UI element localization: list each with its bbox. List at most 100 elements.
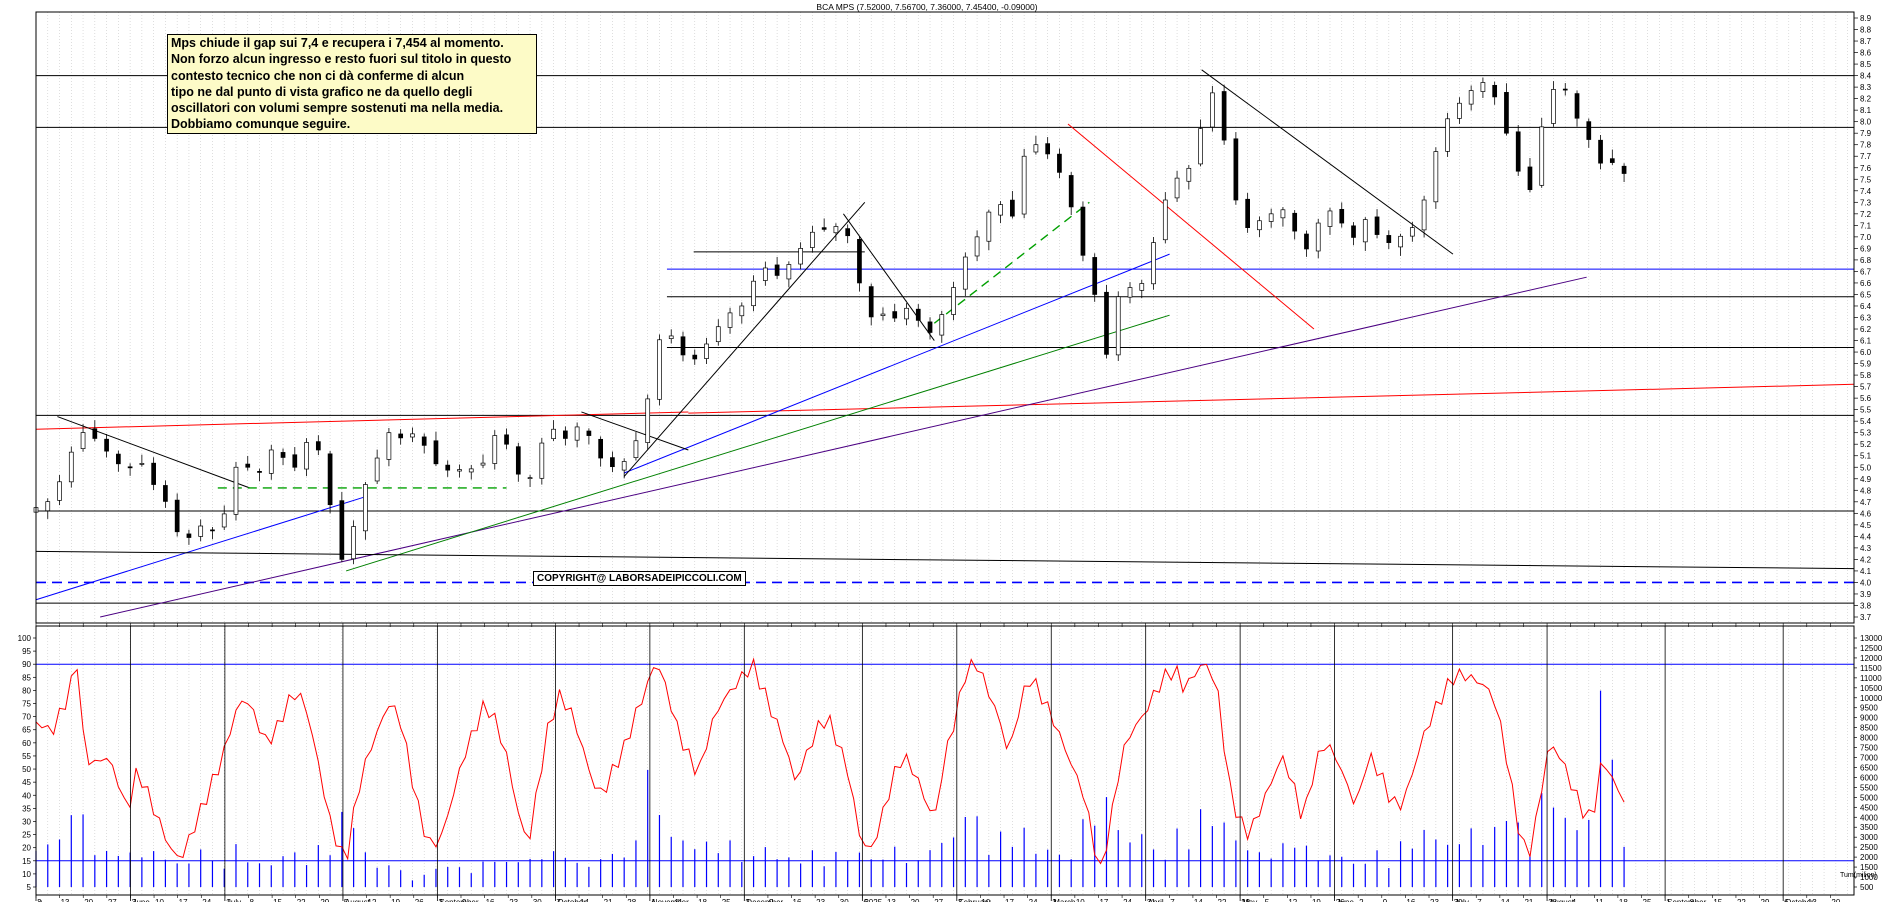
osc-tick-label: 40 (22, 791, 31, 800)
candle-body (527, 477, 533, 479)
candle-body (610, 457, 615, 468)
x-day-label: 15 (273, 898, 282, 902)
price-tick-label: 4.3 (1860, 544, 1872, 553)
price-tick-label: 3.7 (1860, 613, 1872, 622)
x-day-label: 17 (179, 898, 188, 902)
price-tick-label: 4.6 (1860, 509, 1872, 518)
x-day-label: 14 (580, 898, 589, 902)
x-day-label: 8 (249, 898, 254, 902)
x-day-label: 2 (1359, 898, 1364, 902)
x-day-label: 10 (1076, 898, 1085, 902)
candle-body (1327, 210, 1333, 227)
candle-body (962, 256, 968, 290)
candle-body (810, 231, 815, 248)
candle-body (845, 228, 851, 237)
candle-body (327, 453, 333, 506)
x-day-label: 11 (1595, 898, 1604, 902)
vol-tick-label: 3500 (1860, 823, 1878, 832)
candle-body (915, 308, 921, 321)
oscillator-grid (35, 626, 1854, 895)
candle-body (468, 468, 474, 473)
candle-body (1421, 199, 1427, 231)
vol-tick-label: 1000 (1860, 873, 1878, 882)
candle-body (974, 236, 980, 257)
x-month-label: October (1785, 898, 1814, 902)
price-tick-label: 6.2 (1860, 325, 1872, 334)
candle-body (151, 462, 156, 485)
candle-body (1057, 153, 1062, 173)
x-day-label: 3 (958, 898, 963, 902)
vol-tick-label: 13000 (1860, 634, 1883, 643)
price-tick-label: 4.4 (1860, 532, 1872, 541)
candle-body (1386, 235, 1392, 243)
candle-body (621, 461, 627, 471)
candle-body (1127, 287, 1133, 298)
candle-body (1068, 175, 1074, 208)
price-panel-frame (35, 11, 1855, 624)
candle-body (715, 326, 721, 343)
candle-body (386, 432, 392, 460)
candle-body (174, 499, 180, 533)
vol-tick-label: 12500 (1860, 644, 1883, 653)
candle-body (880, 313, 886, 317)
x-day-label: 19 (1312, 898, 1321, 902)
candle-body (68, 451, 74, 483)
price-tick-label: 6.5 (1860, 290, 1872, 299)
trend-line (100, 276, 1587, 618)
candle-body (668, 335, 674, 339)
osc-tick-label: 85 (22, 673, 31, 682)
x-day-label: 4 (651, 898, 656, 902)
price-tick-label: 8.1 (1860, 106, 1872, 115)
candle-body (1445, 118, 1450, 152)
oscillator-line (35, 657, 1625, 865)
candle-body (657, 339, 662, 400)
volume-axis-label: Tum(milion) (1840, 872, 1877, 879)
x-day-label: 9 (1383, 898, 1388, 902)
vol-tick-label: 10500 (1860, 684, 1883, 693)
candle-body (57, 481, 62, 501)
x-day-label: 20 (84, 898, 93, 902)
candle-body (598, 438, 603, 459)
candle-body (292, 454, 298, 468)
price-tick-label: 8.6 (1860, 49, 1872, 58)
candle-body (1104, 291, 1109, 355)
x-day-label: 9 (769, 898, 774, 902)
osc-tick-label: 25 (22, 831, 31, 840)
price-tick-label: 3.8 (1860, 601, 1872, 610)
candle-body (139, 463, 145, 465)
candle-body (1257, 220, 1262, 231)
price-tick-label: 7.5 (1860, 175, 1872, 184)
price-tick-label: 5.8 (1860, 371, 1872, 380)
x-day-label: 3 (1052, 898, 1057, 902)
candle-body (1280, 209, 1286, 219)
x-day-label: 28 (1548, 898, 1557, 902)
x-day-label: 29 (320, 898, 329, 902)
x-month-label: November (652, 898, 689, 902)
price-tick-label: 8.0 (1860, 118, 1872, 127)
trend-line (35, 495, 368, 601)
x-day-label: 27 (108, 898, 117, 902)
candle-body (857, 239, 862, 284)
candle-body (774, 264, 780, 276)
x-day-label: 20 (1831, 898, 1840, 902)
candle-body (704, 343, 709, 359)
vol-tick-label: 4500 (1860, 803, 1878, 812)
vol-tick-label: 7000 (1860, 754, 1878, 763)
price-tick-label: 7.2 (1860, 210, 1872, 219)
candle-body (515, 446, 521, 475)
vol-tick-label: 9000 (1860, 714, 1878, 723)
trend-line (623, 201, 866, 477)
candle-body (398, 433, 404, 439)
x-day-label: 11 (674, 898, 683, 902)
x-day-label: 9 (462, 898, 467, 902)
candle-body (1245, 198, 1250, 229)
vol-tick-label: 500 (1860, 883, 1874, 892)
trend-line (35, 411, 689, 430)
candle-body (751, 280, 756, 307)
x-day-label: 29 (1761, 898, 1770, 902)
x-month-label: December (746, 898, 783, 902)
x-day-label: 2 (438, 898, 443, 902)
candle-body (445, 464, 451, 471)
price-tick-label: 5.0 (1860, 463, 1872, 472)
x-day-label: 1 (1666, 898, 1671, 902)
